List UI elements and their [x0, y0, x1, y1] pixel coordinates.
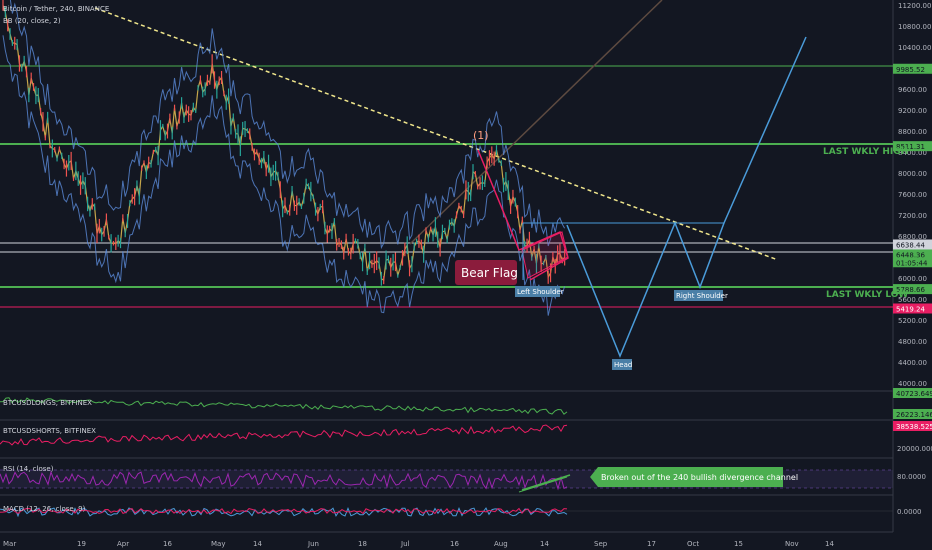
y-tick-label: 5600.00	[898, 296, 927, 304]
pane-separators	[0, 0, 894, 533]
y-tick-label: 6800.00	[898, 233, 927, 241]
macd-signal-series	[0, 507, 568, 515]
y-tick-label: 4800.00	[898, 338, 927, 346]
shorts-series	[0, 424, 568, 446]
rsi-series	[0, 470, 568, 491]
y-tick-label: 4000.00	[898, 380, 927, 388]
head-callout: Head	[612, 359, 632, 370]
y-axis: 11200.0010800.0010400.0010000.009600.009…	[898, 2, 931, 388]
longs-series	[0, 397, 568, 415]
bear-flag-callout: Bear Flag	[455, 260, 518, 285]
x-tick-label: 14	[825, 540, 834, 548]
y-tick-label: 10800.00	[898, 23, 931, 31]
y-tick-label: 11200.00	[898, 2, 931, 10]
x-axis: Mar 19 Apr 16 May 14 Jun 18 Jul 16 Aug 14 Sep 17 Oct 15…	[3, 540, 834, 548]
right-shoulder-callout: Right Shoulder	[674, 290, 728, 301]
macd-series	[0, 506, 568, 518]
y-tick-label: 8000.00	[898, 170, 927, 178]
left-shoulder-callout: Left Shoulder	[515, 286, 564, 297]
y-tick-label: 7600.00	[898, 191, 927, 199]
rsi-breakout-line-2	[518, 476, 568, 493]
rsi-note-callout: Broken out of the 240 bullish divergence…	[590, 467, 798, 487]
x-tick-label: 14	[253, 540, 262, 548]
x-tick-label: 14	[540, 540, 549, 548]
shorts-y-tick: 20000.0000	[897, 445, 932, 453]
bollinger-upper	[9, 0, 566, 250]
y-tick-label: 5200.00	[898, 317, 927, 325]
left-shoulder-label: Left Shoulder	[517, 288, 564, 296]
y-tick-label: 7200.00	[898, 212, 927, 220]
price-tag: 01:05:44	[896, 259, 928, 267]
x-tick-label: Aug	[494, 540, 508, 548]
price-levels	[0, 65, 893, 308]
x-tick-label: Jun	[307, 540, 319, 548]
y-tick-label: 6000.00	[898, 275, 927, 283]
x-tick-label: Mar	[3, 540, 16, 548]
x-tick-label: Jul	[400, 540, 410, 548]
shorts-tag: 38538.5255	[896, 423, 932, 431]
right-shoulder-label: Right Shoulder	[676, 292, 728, 300]
y-tick-label: 4400.00	[898, 359, 927, 367]
rsi-y-tick: 80.0000	[897, 473, 926, 481]
x-tick-label: May	[211, 540, 225, 548]
bb-indicator-title[interactable]: BB (20, close, 2)	[3, 17, 61, 25]
x-tick-label: 16	[450, 540, 459, 548]
longs-tag-current: 26223.1462	[896, 411, 932, 419]
longs-pane-title[interactable]: BTCUSDLONGS, BITFINEX	[3, 399, 92, 407]
rsi-note-label: Broken out of the 240 bullish divergence…	[601, 473, 798, 482]
x-tick-label: 15	[734, 540, 743, 548]
descending-trendline	[94, 7, 779, 261]
price-tag: 5419.24	[896, 305, 925, 313]
ascending-channel-line	[409, 0, 663, 245]
price-tag: 6638.44	[896, 241, 925, 249]
rsi-breakout-line	[521, 474, 571, 491]
price-tag: 8511.31	[896, 143, 925, 151]
symbol-title[interactable]: Bitcoin / Tether, 240, BINANCE	[3, 5, 109, 13]
y-tick-label: 9200.00	[898, 107, 927, 115]
shorts-pane-title[interactable]: BTCUSDSHORTS, BITFINEX	[3, 427, 96, 435]
longs-tag-high: 40723.6495	[896, 390, 932, 398]
x-tick-label: 17	[647, 540, 656, 548]
head-shoulders-projection	[522, 36, 807, 358]
last-weekly-high-label: LAST WKLY HIGH	[823, 147, 908, 157]
subpane-tags: 40723.6495 26223.1462 38538.5255 20000.0…	[893, 388, 932, 516]
x-tick-label: 19	[77, 540, 86, 548]
head-label: Head	[614, 361, 632, 369]
x-tick-label: Sep	[594, 540, 608, 548]
price-tags: 9985.528511.316638.446467.406448.3601:05…	[893, 63, 932, 314]
bollinger-lower	[2, 35, 566, 316]
last-weekly-low-label: LAST WKLY LOW	[826, 290, 908, 300]
x-tick-label: 18	[358, 540, 367, 548]
x-tick-label: Nov	[785, 540, 799, 548]
price-tag: 5788.66	[896, 286, 925, 294]
rsi-pane-title[interactable]: RSI (14, close)	[3, 465, 54, 473]
macd-y-tick: 0.0000	[897, 508, 922, 516]
price-tag: 6448.36	[896, 251, 925, 259]
y-tick-label: 10400.00	[898, 44, 931, 52]
bear-flag-pattern	[477, 149, 569, 281]
y-tick-label: 8400.00	[898, 149, 927, 157]
x-tick-label: 16	[163, 540, 172, 548]
candles	[2, 0, 566, 286]
bear-flag-label: Bear Flag	[461, 266, 518, 280]
x-tick-label: Oct	[687, 540, 699, 548]
peak-label: (1)	[473, 129, 489, 142]
y-tick-label: 9600.00	[898, 86, 927, 94]
macd-pane-title[interactable]: MACD (12, 26, close, 9)	[3, 505, 86, 513]
y-tick-label: 8800.00	[898, 128, 927, 136]
x-tick-label: Apr	[117, 540, 129, 548]
price-tag: 9985.52	[896, 66, 925, 74]
